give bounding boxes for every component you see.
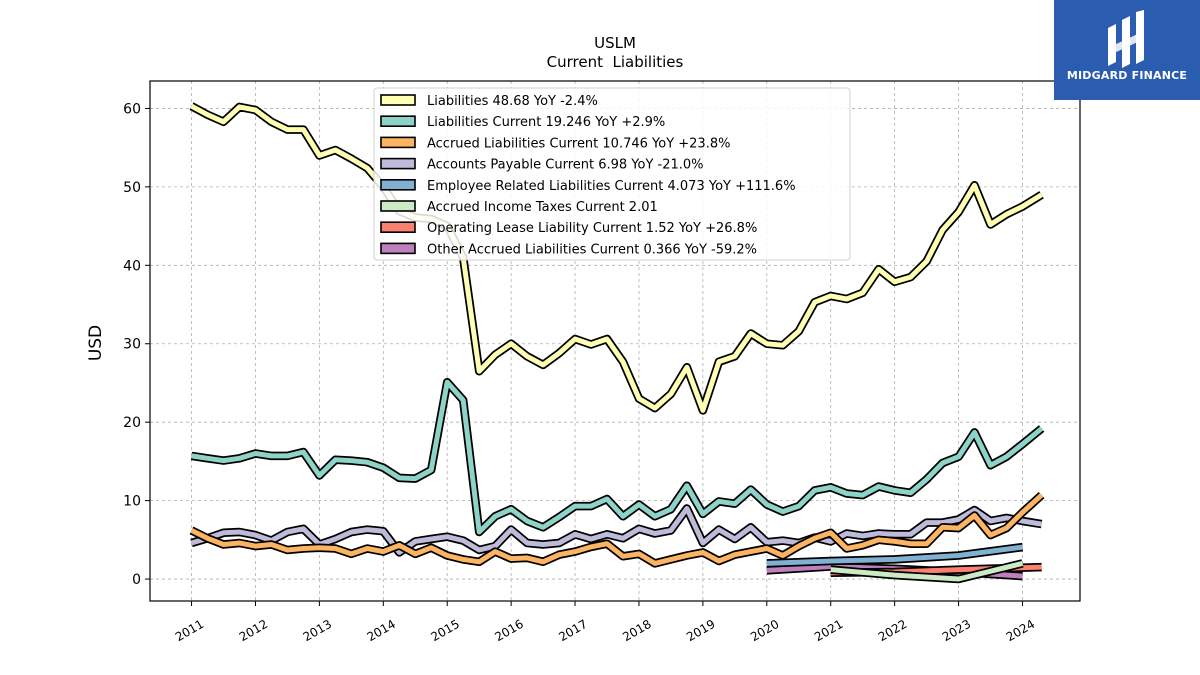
series-line-stroke — [766, 544, 1023, 566]
x-tick-label: 2024 — [1004, 617, 1037, 644]
series-line-stroke — [190, 493, 1044, 566]
y-tick-label: 30 — [123, 337, 141, 353]
series-line — [766, 542, 1024, 568]
legend-swatch — [380, 136, 416, 149]
x-tick-label: 2012 — [237, 617, 270, 644]
legend-label: Operating Lease Liability Current 1.52 Y… — [427, 221, 757, 236]
legend-label: Employee Related Liabilities Current 4.0… — [427, 179, 796, 194]
x-tick-label: 2011 — [173, 617, 206, 644]
legend-label: Other Accrued Liabilities Current 0.366 … — [427, 242, 757, 257]
logo-text: MIDGARD FINANCE — [1066, 69, 1188, 82]
legend-swatch — [380, 157, 416, 170]
x-tick-label: 2015 — [428, 617, 461, 644]
y-tick-label: 0 — [132, 572, 141, 588]
legend-swatch — [380, 221, 416, 233]
y-tick-label: 20 — [123, 415, 141, 431]
x-tick-label: 2017 — [556, 617, 589, 644]
series-line-stroke — [190, 103, 1043, 413]
legend-swatch — [380, 200, 416, 212]
legend-swatch — [380, 242, 416, 255]
logo-mark-icon — [1108, 10, 1144, 68]
series-line — [190, 377, 1045, 537]
chart-subtitle: Current Liabilities — [547, 53, 684, 71]
legend-label: Accounts Payable Current 6.98 YoY -21.0% — [427, 158, 704, 173]
x-tick-label: 2016 — [492, 617, 525, 644]
x-tick-label: 2020 — [748, 617, 781, 644]
legend-label: Liabilities Current 19.246 YoY +2.9% — [427, 115, 665, 130]
series-line — [189, 102, 1044, 415]
brand-logo: MIDGARD FINANCE — [1054, 0, 1200, 100]
legend-swatch — [380, 115, 416, 127]
y-tick-label: 50 — [123, 180, 141, 196]
series-line-stroke — [830, 560, 1024, 582]
y-axis-label: USD — [86, 325, 106, 361]
legend-label: Accrued Income Taxes Current 2.01 — [427, 200, 658, 215]
series-line — [189, 491, 1045, 568]
series-line — [190, 504, 1043, 557]
y-tick-label: 10 — [123, 494, 141, 510]
series-line-stroke — [191, 379, 1044, 535]
legend-label: Accrued Liabilities Current 10.746 YoY +… — [427, 136, 730, 151]
legend-swatch — [380, 179, 416, 191]
legend-swatch — [380, 94, 416, 106]
chart-title: USLM — [594, 34, 636, 52]
x-tick-label: 2014 — [365, 617, 398, 644]
x-tick-label: 2019 — [684, 617, 717, 644]
series-line-stroke — [190, 506, 1043, 555]
y-tick-label: 60 — [123, 101, 141, 117]
x-tick-label: 2013 — [301, 617, 334, 644]
series-line — [830, 559, 1024, 584]
legend-box — [373, 87, 851, 261]
legend[interactable]: Liabilities 48.68 YoY -2.4% Liabilities C… — [373, 87, 851, 261]
x-tick-label: 2022 — [876, 617, 909, 644]
y-tick-label: 40 — [123, 258, 141, 274]
x-tick-label: 2018 — [620, 617, 653, 644]
legend-label: Liabilities 48.68 YoY -2.4% — [427, 94, 598, 109]
series-layer — [189, 102, 1045, 584]
x-tick-label: 2023 — [940, 617, 973, 644]
x-tick-label: 2021 — [812, 617, 845, 644]
plot-frame — [149, 80, 1081, 602]
